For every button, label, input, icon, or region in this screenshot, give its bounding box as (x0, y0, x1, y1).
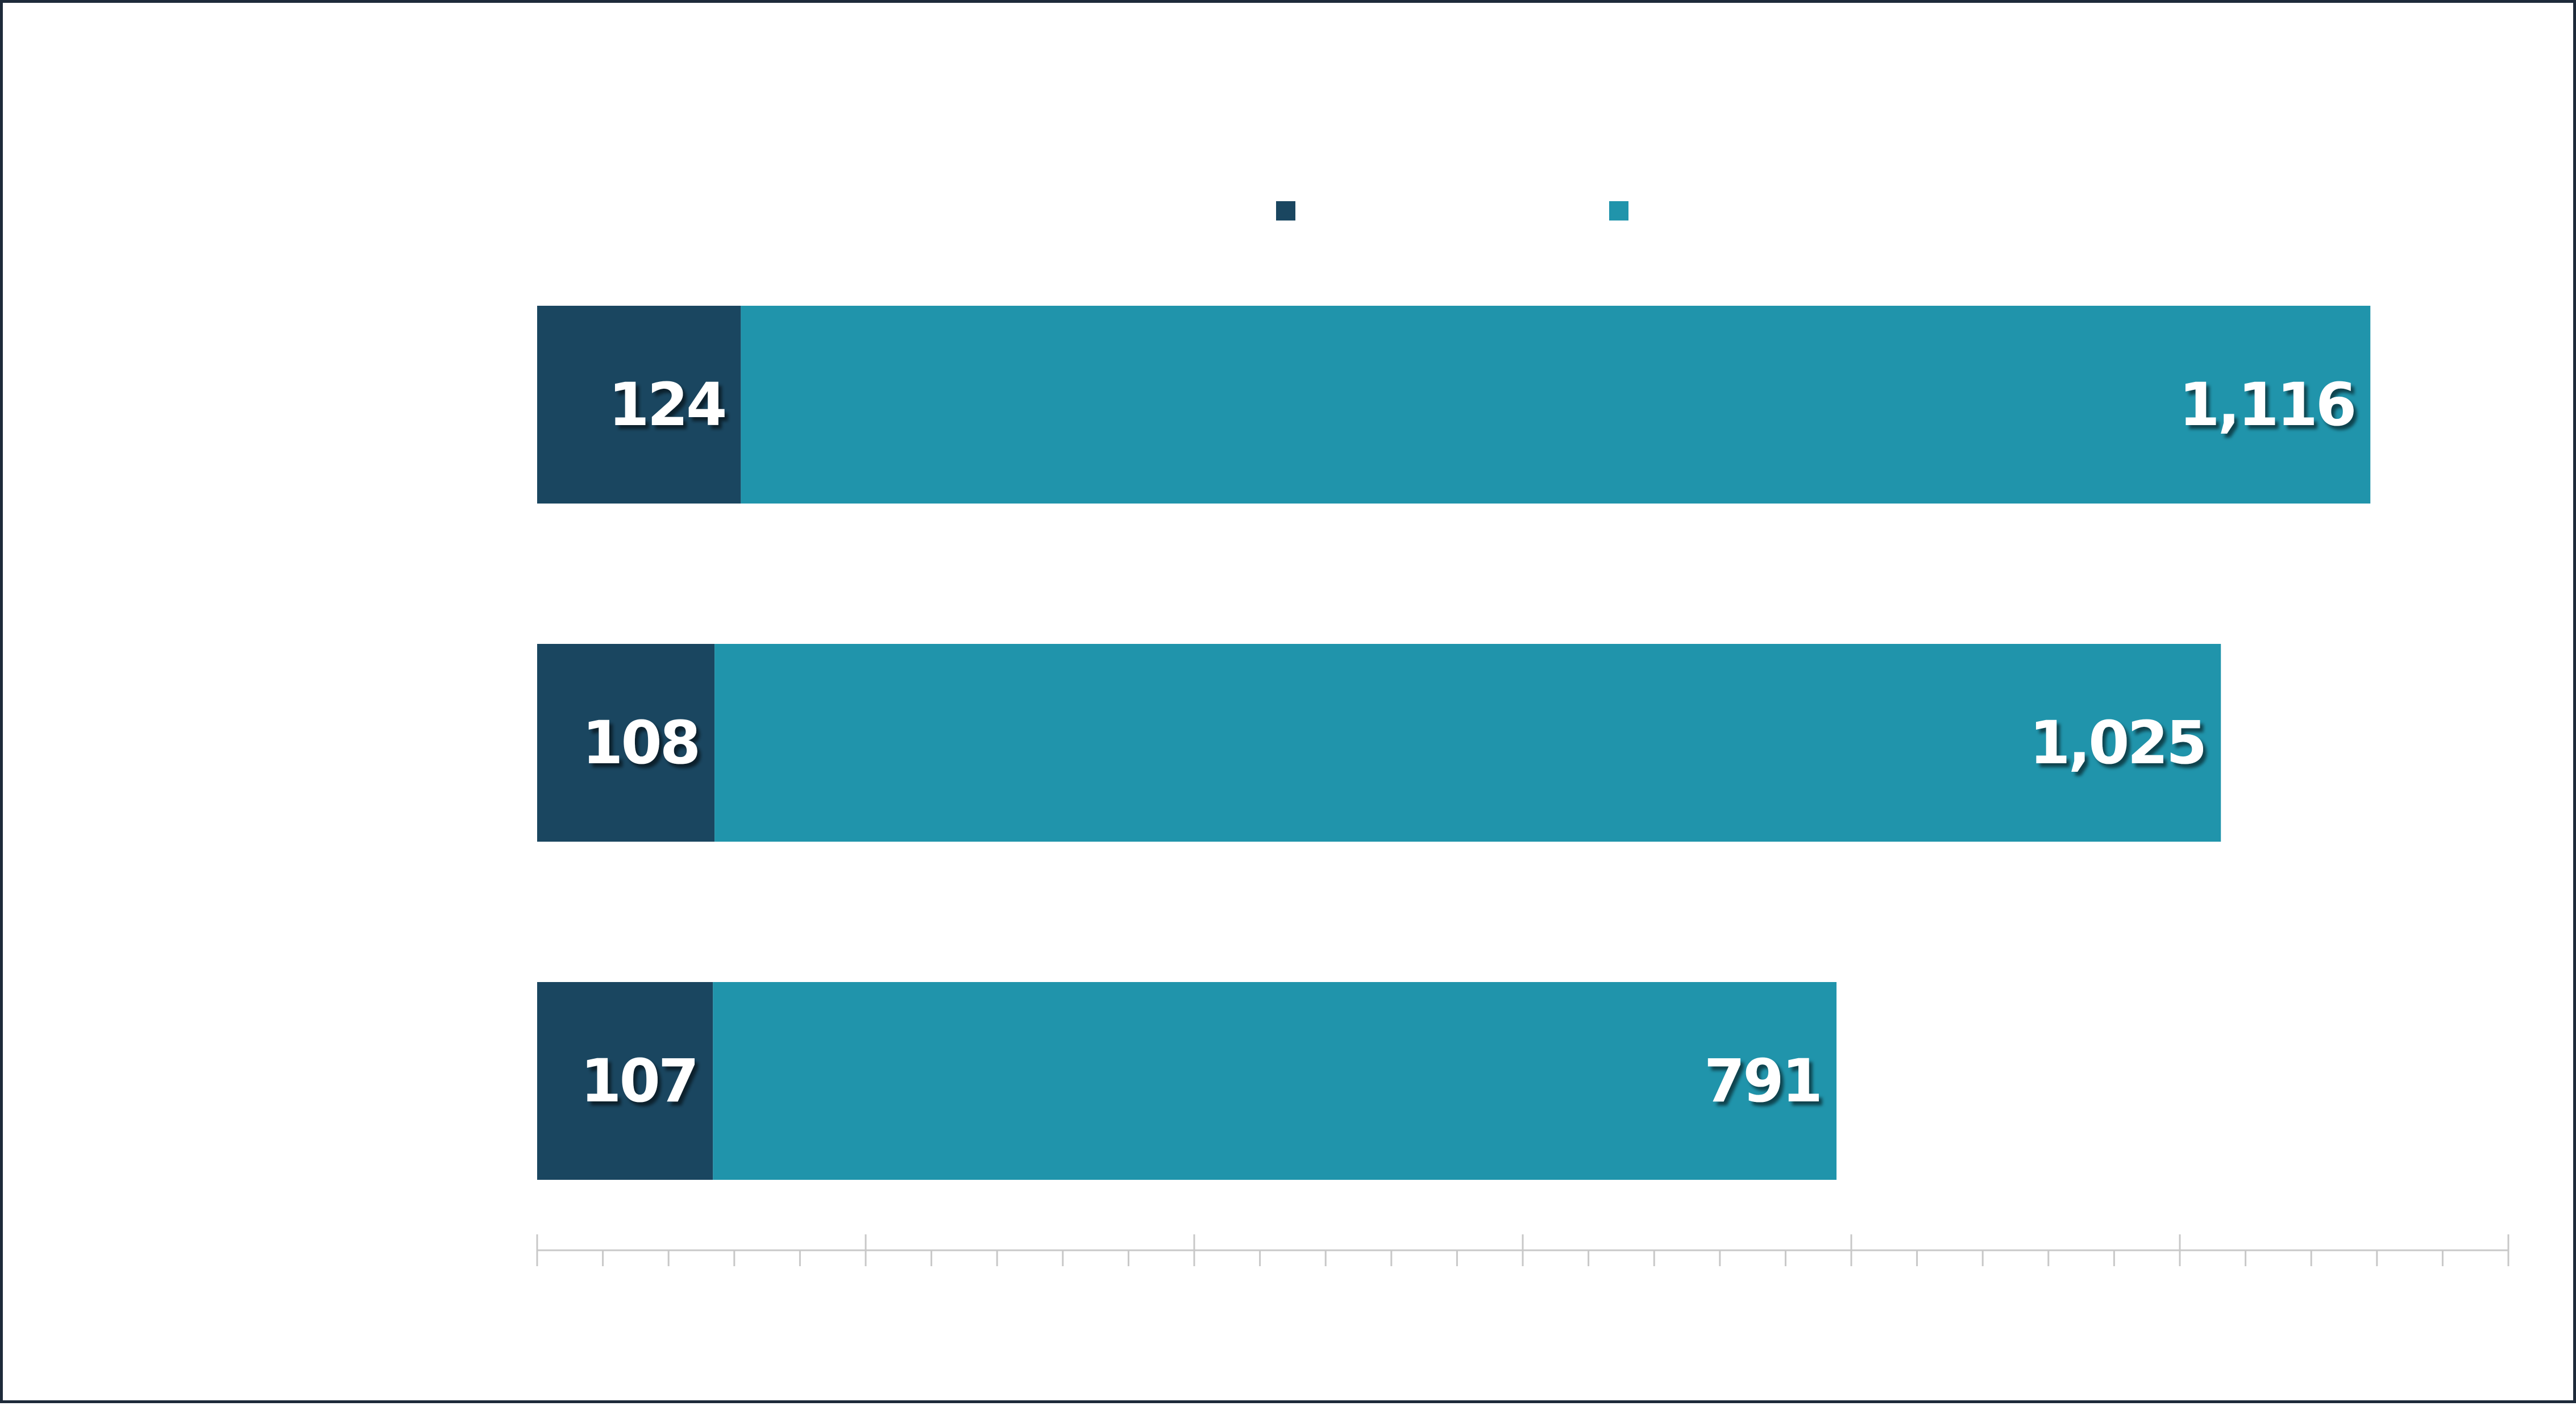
x-axis (536, 1234, 2509, 1266)
bar-series-1-row-1 (537, 306, 741, 504)
legend-swatch-series-1 (1276, 201, 1295, 221)
bars (537, 306, 2371, 1180)
bar-series-2-row-2 (714, 644, 2221, 842)
data-labels: 124 1,116 108 1,025 107 791 (580, 370, 2357, 1116)
data-label-series-1-row-3: 107 (580, 1046, 697, 1116)
data-label-series-2-row-2: 1,025 (2029, 708, 2205, 777)
bar-series-2-row-3 (713, 982, 1837, 1180)
bar-series-1-row-3 (537, 982, 713, 1180)
data-label-series-1-row-2: 108 (582, 708, 699, 777)
stacked-bar-chart: 124 1,116 108 1,025 107 791 (536, 201, 2509, 1266)
legend (1276, 201, 1628, 221)
bar-series-2-row-1 (741, 306, 2371, 504)
data-label-series-1-row-1: 124 (608, 370, 725, 439)
bar-series-1-row-2 (537, 644, 715, 842)
data-label-series-2-row-3: 791 (1704, 1046, 1821, 1116)
legend-swatch-series-2 (1609, 201, 1628, 221)
data-label-series-2-row-1: 1,116 (2179, 370, 2354, 439)
